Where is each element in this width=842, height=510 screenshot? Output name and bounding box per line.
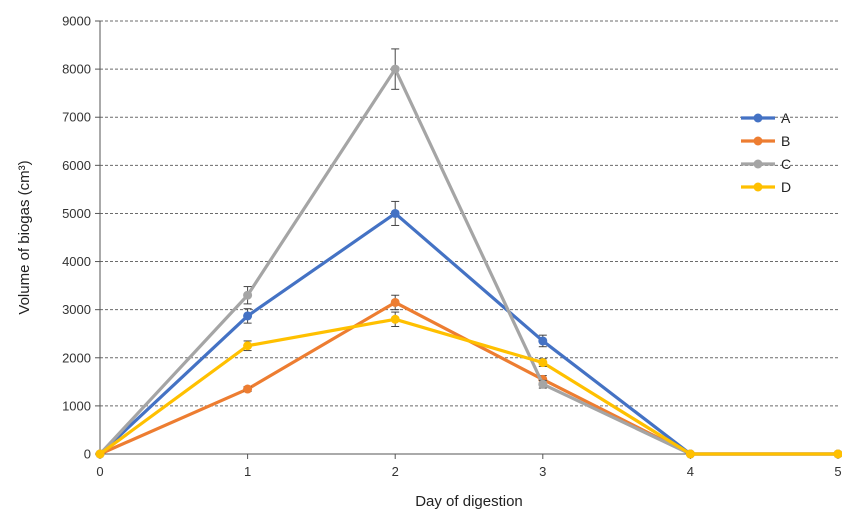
legend-item-D: D [741,179,791,195]
data-point [685,449,695,459]
legend-label: B [781,133,790,149]
x-axis-title: Day of digestion [415,493,523,510]
data-point [243,341,253,351]
x-tick-label: 4 [687,464,694,479]
legend-swatch-marker [753,113,763,123]
x-tick-label: 0 [96,464,103,479]
data-point [833,449,842,459]
legend-swatch-marker [753,159,763,169]
data-point [538,336,548,346]
x-tick-label: 3 [539,464,546,479]
data-point [243,290,253,300]
data-point [243,384,253,394]
y-tick-label: 1000 [62,398,91,413]
legend-item-A: A [741,110,791,126]
y-tick-label: 0 [84,447,91,462]
series-D [95,311,842,459]
legend-label: C [781,156,791,172]
data-point [390,64,400,74]
y-tick-label: 7000 [62,110,91,125]
y-tick-label: 4000 [62,254,91,269]
y-axis-title: Volume of biogas (cm³) [16,160,33,314]
legend-label: D [781,179,791,195]
legend-swatch-marker [753,136,763,146]
x-tick-label: 5 [834,464,841,479]
data-point [538,379,548,389]
series-lines [95,48,842,459]
y-tick-label: 6000 [62,158,91,173]
series-line [99,317,838,456]
x-tick-label: 2 [392,464,399,479]
y-tick-label: 9000 [62,14,91,29]
data-point [538,358,548,368]
legend-label: A [781,110,791,126]
y-tick-label: 3000 [62,302,91,317]
axes: 0 1000 2000 3000 4000 5000 6000 7000 8000 9000 0 1 2… [62,14,842,480]
series-C [95,48,842,459]
x-tick-label: 1 [244,464,251,479]
y-tick-label: 2000 [62,350,91,365]
data-point [243,311,253,321]
legend-item-B: B [741,133,790,149]
gridlines [100,20,838,407]
data-point [390,314,400,324]
series-A [95,200,842,459]
data-point [95,449,105,459]
y-tick-label: 5000 [62,206,91,221]
data-point [390,208,400,218]
y-tick-label: 8000 [62,62,91,77]
data-point [390,297,400,307]
legend-swatch-marker [753,182,763,192]
legend-item-C: C [741,156,791,172]
series-line [99,300,838,456]
